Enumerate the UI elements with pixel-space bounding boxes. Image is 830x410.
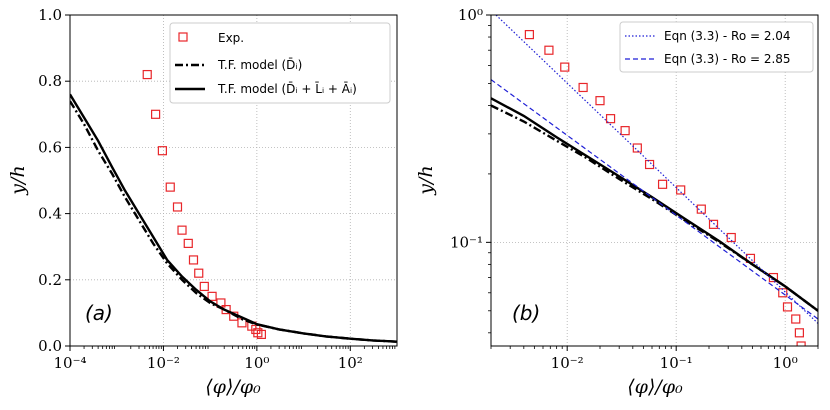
- ticks-a: 10⁻⁴ 10⁻² 10⁰ 10² 0.0 0.2 0.4 0.6 0.8 1.0: [38, 6, 396, 372]
- legend-box-b: [619, 21, 814, 73]
- panel-tag-b: (b): [512, 301, 540, 325]
- legend-label-tf2: T.F. model (D̄ᵢ + L̄ᵢ + Āᵢ): [217, 82, 357, 96]
- curves-a: [70, 69, 397, 343]
- data-point-exp: [644, 159, 655, 170]
- tick-label-x: 10⁻¹: [660, 354, 693, 372]
- series-tf-model-dla: [70, 93, 397, 343]
- data-point-exp: [778, 288, 788, 298]
- legend-label-eq2: Eqn (3.3) - Ro = 2.85: [664, 52, 791, 66]
- legend-label-eq1: Eqn (3.3) - Ro = 2.04: [664, 29, 791, 43]
- legend-marker-exp: [178, 32, 188, 42]
- tick-label-y: 1.0: [38, 6, 62, 24]
- data-point-exp: [207, 291, 217, 301]
- data-point-exp: [194, 268, 204, 278]
- tick-label-y: 0.4: [38, 205, 62, 223]
- tick-label-x: 10⁰: [244, 354, 269, 372]
- legend-box-a: [169, 22, 391, 104]
- data-point-exp: [172, 202, 183, 212]
- data-point-exp: [794, 328, 804, 338]
- ylabel-b: y/h: [415, 165, 437, 195]
- panel-tag-a: (a): [85, 301, 113, 325]
- tick-label-y: 10⁻¹: [450, 233, 483, 251]
- tick-label-x: 10⁻⁴: [53, 354, 86, 372]
- axes-frame-a: [69, 14, 398, 347]
- tick-label-x: 10²: [338, 354, 363, 372]
- plot-area: [70, 69, 397, 343]
- legend-label-exp: Exp.: [218, 31, 244, 45]
- panel-b: 10⁻² 10⁻¹ 10⁰ 10⁻¹ 10⁰ ⟨φ⟩/φ₀ y/h (b) Eqn (3…: [415, 6, 819, 398]
- axes-frame-b: [490, 14, 819, 347]
- data-point-exp: [251, 324, 261, 335]
- tick-label-x: 10⁻²: [551, 354, 584, 372]
- data-point-exp: [657, 179, 668, 189]
- data-point-exp: [782, 302, 793, 312]
- data-point-exp: [256, 329, 266, 340]
- data-point-exp: [708, 219, 719, 229]
- data-point-exp: [578, 82, 588, 93]
- data-point-exp: [620, 126, 630, 136]
- data-point-exp: [726, 232, 736, 243]
- tick-label-y: 0.0: [38, 337, 62, 355]
- data-point-exp: [524, 29, 534, 40]
- data-point-exp: [676, 185, 686, 195]
- series-tf-model-d: [70, 100, 397, 343]
- ticks-b: 10⁻² 10⁻¹ 10⁰ 10⁻¹ 10⁰: [450, 6, 819, 372]
- tick-label-y: 10⁰: [458, 6, 483, 24]
- legend-a: Exp. T.F. model (D̄ᵢ) T.F. model (D̄ᵢ + …: [169, 22, 391, 104]
- data-point-exp: [605, 114, 616, 124]
- series-tf-model-dla: [491, 97, 818, 312]
- data-point-exp: [188, 255, 199, 265]
- data-point-exp: [791, 314, 801, 324]
- data-point-exp: [796, 341, 806, 346]
- data-point-exp: [183, 238, 193, 248]
- tick-label-y: 0.8: [38, 72, 62, 90]
- legend-b: Eqn (3.3) - Ro = 2.04 Eqn (3.3) - Ro = 2…: [619, 21, 814, 73]
- plot-area: [491, 15, 818, 346]
- tick-label-y: 0.6: [38, 138, 62, 156]
- curves-b: [491, 15, 818, 346]
- xlabel-b: ⟨φ⟩/φ₀: [627, 376, 683, 398]
- data-point-exp: [199, 281, 209, 292]
- data-point-exp: [544, 45, 554, 55]
- data-point-exp: [177, 225, 187, 235]
- tick-label-y: 0.2: [38, 271, 62, 289]
- data-point-exp: [632, 143, 642, 153]
- data-point-exp: [151, 109, 161, 119]
- data-point-exp: [165, 182, 175, 192]
- data-point-exp: [595, 96, 605, 106]
- data-point-exp: [560, 62, 570, 72]
- data-point-exp: [157, 146, 167, 156]
- xlabel-a: ⟨φ⟩/φ₀: [205, 376, 261, 398]
- series-eqn-ro-2-85: [491, 79, 818, 320]
- tick-label-x: 10⁰: [773, 354, 798, 372]
- legend-label-tf1: T.F. model (D̄ᵢ): [217, 58, 302, 72]
- tick-label-x: 10⁻²: [147, 354, 180, 372]
- data-point-exp: [696, 204, 706, 214]
- data-point-exp: [142, 69, 152, 80]
- ylabel-a: y/h: [7, 165, 29, 195]
